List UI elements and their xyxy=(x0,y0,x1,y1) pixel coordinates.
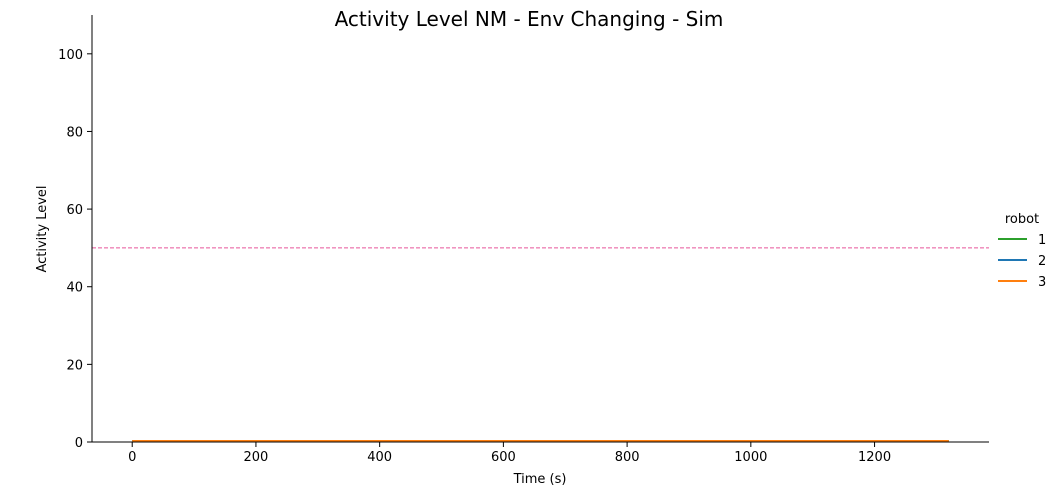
y-tick-label: 20 xyxy=(66,358,83,373)
legend-items: 1 2 3 xyxy=(998,233,1046,290)
y-axis-label: Activity Level xyxy=(35,185,50,272)
x-tick-label: 600 xyxy=(491,450,516,465)
legend: robot 1 2 3 xyxy=(998,212,1046,290)
y-axis-ticks: 0 20 40 60 80 100 xyxy=(58,48,92,451)
y-tick-label: 80 xyxy=(66,125,83,140)
legend-label-robot-1: 1 xyxy=(1038,233,1046,248)
x-axis-label: Time (s) xyxy=(513,472,567,487)
x-tick-label: 200 xyxy=(244,450,269,465)
y-tick-label: 40 xyxy=(66,281,83,296)
x-tick-label: 1200 xyxy=(858,450,891,465)
x-tick-label: 1000 xyxy=(734,450,767,465)
legend-label-robot-3: 3 xyxy=(1038,275,1046,290)
y-tick-label: 0 xyxy=(75,436,83,451)
x-tick-label: 800 xyxy=(615,450,640,465)
y-tick-label: 60 xyxy=(66,203,83,218)
y-tick-label: 100 xyxy=(58,48,83,63)
x-tick-label: 400 xyxy=(367,450,392,465)
legend-label-robot-2: 2 xyxy=(1038,254,1046,269)
chart-title: Activity Level NM - Env Changing - Sim xyxy=(335,7,724,31)
legend-title: robot xyxy=(1005,212,1039,227)
x-axis-ticks: 0 200 400 600 800 1000 1200 xyxy=(128,442,891,465)
x-tick-label: 0 xyxy=(128,450,136,465)
plot-area xyxy=(92,247,989,442)
